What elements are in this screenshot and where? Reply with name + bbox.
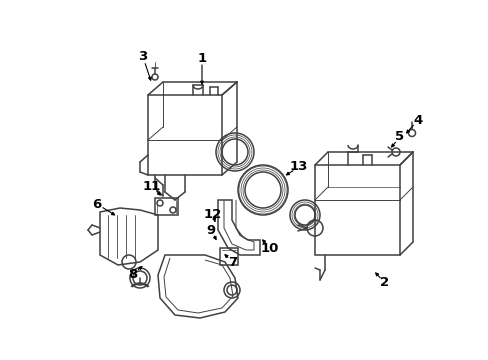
Text: 6: 6 bbox=[92, 198, 102, 211]
Text: 4: 4 bbox=[412, 113, 422, 126]
Text: 1: 1 bbox=[197, 51, 206, 64]
Text: 5: 5 bbox=[395, 130, 404, 144]
Text: 11: 11 bbox=[142, 180, 161, 193]
Text: 13: 13 bbox=[289, 161, 307, 174]
Circle shape bbox=[170, 207, 176, 213]
Circle shape bbox=[157, 200, 163, 206]
Text: 8: 8 bbox=[128, 267, 137, 280]
Text: 3: 3 bbox=[138, 50, 147, 63]
Text: 12: 12 bbox=[203, 207, 222, 220]
Text: 9: 9 bbox=[206, 224, 215, 237]
Text: 7: 7 bbox=[228, 256, 237, 269]
Text: 10: 10 bbox=[260, 242, 279, 255]
Text: 2: 2 bbox=[380, 276, 389, 289]
